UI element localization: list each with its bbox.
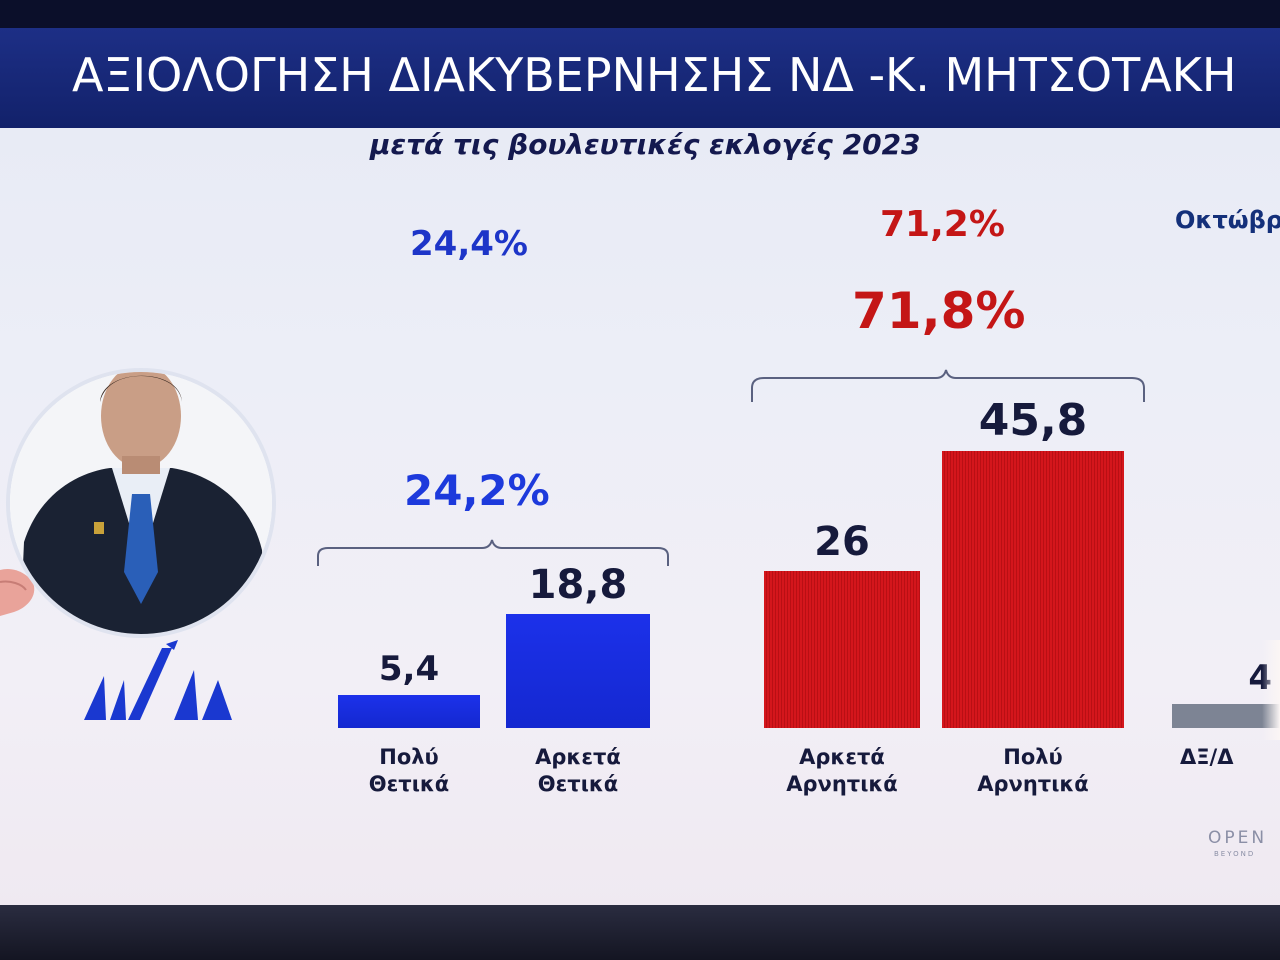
channel-logo-tagline: BEYOND (1214, 850, 1256, 858)
negative-group-brace (751, 369, 1145, 402)
chart-subtitle: μετά τις βουλευτικές εκλογές 2023 (370, 128, 921, 161)
chart-title: ΑΞΙΟΛΟΓΗΣΗ ΔΙΑΚΥΒΕΡΝΗΣΗΣ ΝΔ -Κ. ΜΗΤΣΟΤΑΚ… (72, 48, 1237, 102)
bar-4 (942, 450, 1124, 728)
bar-1 (338, 695, 480, 728)
channel-logo: OPEN (1208, 828, 1268, 848)
bar-value-label-3: 26 (814, 518, 870, 565)
bar-value-label-5: 4 (1248, 657, 1272, 698)
presenter-hand-shape (0, 568, 35, 616)
category-label-2: Αρκετά Θετικά (535, 745, 621, 796)
category-label-3: Αρκετά Αρνητικά (786, 745, 898, 796)
tv-bezel (0, 905, 1280, 960)
category-label-4: Πολύ Αρνητικά (977, 745, 1089, 796)
title-banner (0, 28, 1280, 128)
positive-previous-total: 24,4% (410, 224, 528, 264)
negative-total: 71,8% (852, 282, 1026, 340)
bar-value-label-1: 5,4 (378, 649, 440, 690)
bar-3 (764, 570, 920, 728)
bar-value-label-2: 18,8 (528, 562, 628, 609)
bar-2 (506, 614, 650, 728)
negative-previous-total: 71,2% (880, 204, 1005, 245)
tv-screen: ΑΞΙΟΛΟΓΗΣΗ ΔΙΑΚΥΒΕΡΝΗΣΗΣ ΝΔ -Κ. ΜΗΤΣΟΤΑΚ… (0, 0, 1280, 910)
evaluation-bar-chart (317, 369, 1145, 566)
category-label-1: Πολύ Θετικά (368, 745, 450, 796)
banner-top-strip (0, 0, 1280, 28)
right-edge-glare (1262, 640, 1280, 740)
category-label-5: ΔΞ/Δ (1180, 745, 1234, 769)
period-label: Οκτώβρι (1175, 206, 1280, 234)
party-logo-icon (84, 640, 232, 720)
bar-value-label-4: 45,8 (978, 394, 1088, 446)
politician-portrait-photo (10, 372, 272, 634)
positive-total: 24,2% (404, 466, 550, 515)
positive-group-brace (317, 539, 669, 566)
